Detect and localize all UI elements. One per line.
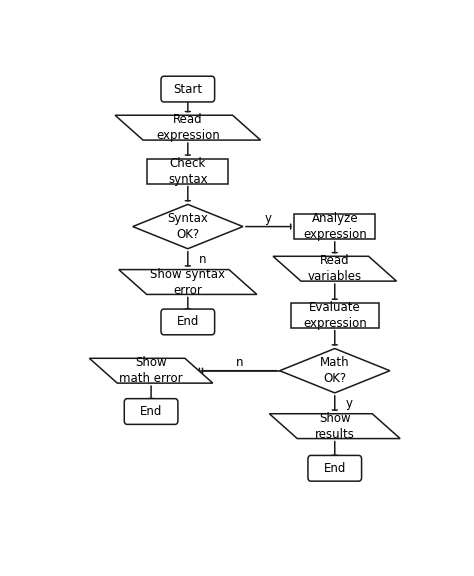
Text: y: y (265, 212, 272, 225)
Polygon shape (273, 256, 396, 281)
Text: y: y (346, 397, 353, 410)
Bar (147, 159, 228, 184)
Text: Show
results: Show results (315, 412, 355, 441)
Polygon shape (115, 115, 261, 140)
Text: n: n (199, 253, 206, 266)
Text: Show syntax
error: Show syntax error (150, 267, 225, 297)
Text: Read
expression: Read expression (156, 113, 219, 142)
FancyBboxPatch shape (161, 76, 215, 102)
Text: Start: Start (173, 82, 202, 96)
Text: n: n (236, 356, 243, 369)
Text: Show
math error: Show math error (119, 356, 183, 385)
Bar (294, 214, 375, 239)
Text: Math
OK?: Math OK? (320, 356, 350, 385)
Text: End: End (140, 405, 162, 418)
FancyBboxPatch shape (308, 456, 362, 481)
Polygon shape (119, 270, 257, 294)
Bar (291, 303, 379, 328)
FancyBboxPatch shape (124, 399, 178, 425)
Text: Evaluate
expression: Evaluate expression (303, 301, 366, 330)
Text: End: End (324, 462, 346, 475)
Text: Read
variables: Read variables (308, 254, 362, 283)
Polygon shape (269, 414, 400, 438)
Text: Syntax
OK?: Syntax OK? (167, 212, 208, 241)
Polygon shape (90, 358, 213, 383)
FancyBboxPatch shape (161, 309, 215, 335)
Polygon shape (133, 204, 243, 249)
Polygon shape (280, 348, 390, 393)
Text: Analyze
expression: Analyze expression (303, 212, 366, 241)
Text: Check
syntax: Check syntax (168, 157, 208, 185)
Text: End: End (177, 316, 199, 328)
